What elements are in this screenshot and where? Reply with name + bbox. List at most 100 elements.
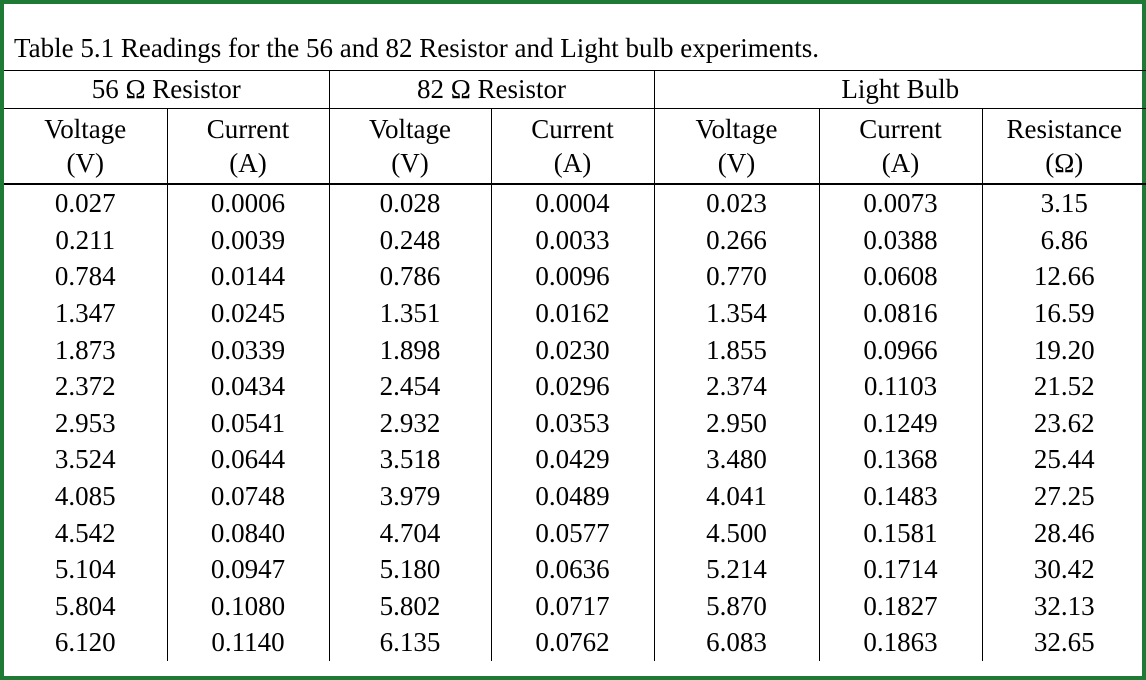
table-row: 3.524 0.0644 3.518 0.0429 3.480 0.1368 25.44 xyxy=(4,441,1146,478)
column-header-unit: (A) xyxy=(553,148,592,178)
table-cell: 27.25 xyxy=(981,477,1146,515)
table-cell: 0.028 xyxy=(328,184,492,222)
column-header-name: Current xyxy=(859,114,942,144)
table-body: 0.027 0.0006 0.028 0.0004 0.023 0.0073 3.15 0.2… xyxy=(4,184,1146,661)
table-cell: 0.0144 xyxy=(166,258,330,295)
column-header-unit: (A) xyxy=(881,148,920,178)
table-cell: 1.873 xyxy=(4,331,168,368)
table-cell: 5.804 xyxy=(4,587,168,625)
column-header-unit: (V) xyxy=(717,148,756,178)
table-cell: 0.1863 xyxy=(818,624,983,661)
table-row: 2.372 0.0434 2.454 0.0296 2.374 0.1103 21.52 xyxy=(4,367,1146,405)
table-cell: 2.372 xyxy=(4,367,168,405)
table-cell: 2.932 xyxy=(328,404,492,442)
column-header: Current (A) xyxy=(166,108,330,185)
table-cell: 0.786 xyxy=(328,258,492,295)
column-header: Voltage (V) xyxy=(328,108,492,185)
table-cell: 30.42 xyxy=(981,550,1146,588)
table-cell: 0.0230 xyxy=(490,331,655,368)
column-header-name: Resistance xyxy=(1006,114,1123,144)
table-row: 5.104 0.0947 5.180 0.0636 5.214 0.1714 30.42 xyxy=(4,550,1146,588)
table-cell: 0.784 xyxy=(4,258,168,295)
table-row: 0.211 0.0039 0.248 0.0033 0.266 0.0388 6.86 xyxy=(4,221,1146,259)
table-cell: 0.0717 xyxy=(490,587,655,625)
table-cell: 6.120 xyxy=(4,624,168,661)
table-cell: 0.0004 xyxy=(490,184,655,222)
table-cell: 0.0489 xyxy=(490,477,655,515)
table-cell: 0.1249 xyxy=(818,404,983,442)
table-cell: 0.0966 xyxy=(818,331,983,368)
table-cell: 3.979 xyxy=(328,477,492,515)
table-row: 2.953 0.0541 2.932 0.0353 2.950 0.1249 23.62 xyxy=(4,404,1146,442)
table-cell: 0.770 xyxy=(653,258,820,295)
table-cell: 0.0033 xyxy=(490,221,655,259)
table-cell: 0.1103 xyxy=(818,367,983,405)
table-cell: 0.0245 xyxy=(166,294,330,332)
column-header-name: Current xyxy=(531,114,614,144)
group-header-light-bulb: Light Bulb xyxy=(653,70,1146,109)
table-cell: 4.041 xyxy=(653,477,820,515)
table-cell: 5.870 xyxy=(653,587,820,625)
table-cell: 5.180 xyxy=(328,550,492,588)
column-header-unit: (V) xyxy=(66,148,104,178)
table-cell: 0.266 xyxy=(653,221,820,259)
table-row: 5.804 0.1080 5.802 0.0717 5.870 0.1827 32.13 xyxy=(4,587,1146,625)
table-cell: 0.0006 xyxy=(166,184,330,222)
table-row: 6.120 0.1140 6.135 0.0762 6.083 0.1863 32.65 xyxy=(4,624,1146,661)
table-cell: 12.66 xyxy=(981,258,1146,295)
table-cell: 1.354 xyxy=(653,294,820,332)
table-cell: 0.211 xyxy=(4,221,168,259)
table-cell: 4.542 xyxy=(4,514,168,551)
column-header: Resistance (Ω) xyxy=(981,108,1146,185)
table-cell: 0.248 xyxy=(328,221,492,259)
table-cell: 6.135 xyxy=(328,624,492,661)
table-cell: 4.085 xyxy=(4,477,168,515)
table-row: 1.873 0.0339 1.898 0.0230 1.855 0.0966 19.20 xyxy=(4,331,1146,368)
table-cell: 0.0296 xyxy=(490,367,655,405)
table-cell: 0.0434 xyxy=(166,367,330,405)
table-cell: 0.0073 xyxy=(818,184,983,222)
table-cell: 0.1140 xyxy=(166,624,330,661)
table-row: 0.784 0.0144 0.786 0.0096 0.770 0.0608 12.66 xyxy=(4,258,1146,295)
table-cell: 0.1368 xyxy=(818,441,983,478)
column-header-name: Voltage xyxy=(44,114,127,144)
table-cell: 1.898 xyxy=(328,331,492,368)
table-cell: 0.0096 xyxy=(490,258,655,295)
table-cell: 0.1080 xyxy=(166,587,330,625)
table-cell: 5.104 xyxy=(4,550,168,588)
table-cell: 2.374 xyxy=(653,367,820,405)
table-cell: 0.0577 xyxy=(490,514,655,551)
column-header-name: Voltage xyxy=(695,114,778,144)
table-cell: 0.0608 xyxy=(818,258,983,295)
table-caption: Table 5.1 Readings for the 56 and 82 Res… xyxy=(14,33,819,63)
group-header-row: 56 Ω Resistor 82 Ω Resistor Light Bulb xyxy=(4,70,1146,109)
table-cell: 6.083 xyxy=(653,624,820,661)
table-cell: 21.52 xyxy=(981,367,1146,405)
column-header-unit: (A) xyxy=(229,148,267,178)
table-cell: 1.347 xyxy=(4,294,168,332)
table-row: 4.085 0.0748 3.979 0.0489 4.041 0.1483 27.25 xyxy=(4,477,1146,515)
table-cell: 0.0644 xyxy=(166,441,330,478)
table-row: 4.542 0.0840 4.704 0.0577 4.500 0.1581 28.46 xyxy=(4,514,1146,551)
table-cell: 1.351 xyxy=(328,294,492,332)
table-cell: 0.0429 xyxy=(490,441,655,478)
table-cell: 0.1581 xyxy=(818,514,983,551)
table-cell: 0.027 xyxy=(4,184,168,222)
table-cell: 23.62 xyxy=(981,404,1146,442)
table-cell: 0.0748 xyxy=(166,477,330,515)
column-header: Voltage (V) xyxy=(653,108,820,185)
table-cell: 0.0636 xyxy=(490,550,655,588)
table-cell: 32.65 xyxy=(981,624,1146,661)
column-header: Current (A) xyxy=(490,108,655,185)
table-cell: 0.0816 xyxy=(818,294,983,332)
readings-table: 56 Ω Resistor 82 Ω Resistor Light Bulb V… xyxy=(4,70,1146,661)
table-cell: 5.802 xyxy=(328,587,492,625)
table-cell: 0.0840 xyxy=(166,514,330,551)
table-cell: 3.15 xyxy=(981,184,1146,222)
table-cell: 19.20 xyxy=(981,331,1146,368)
table-cell: 3.480 xyxy=(653,441,820,478)
table-cell: 0.1827 xyxy=(818,587,983,625)
table-cell: 28.46 xyxy=(981,514,1146,551)
table-cell: 0.0339 xyxy=(166,331,330,368)
column-header-name: Voltage xyxy=(369,114,452,144)
